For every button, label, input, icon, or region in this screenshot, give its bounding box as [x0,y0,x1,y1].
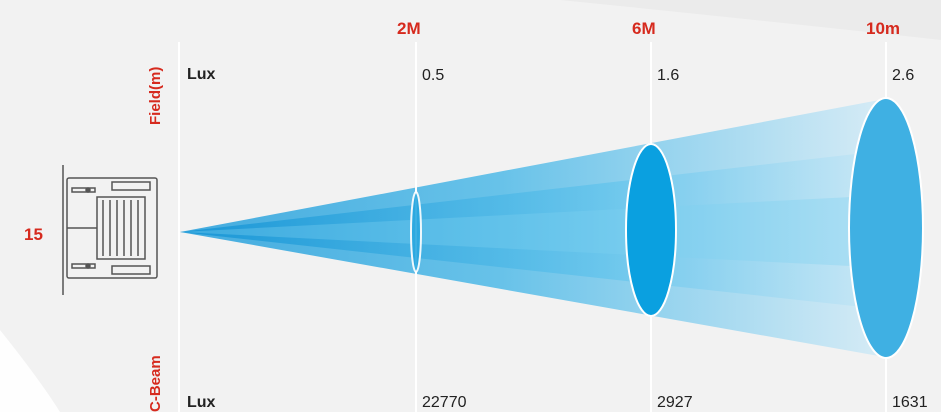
field-value-10m: 2.6 [892,67,914,84]
distance-label-10m: 10m [866,19,900,38]
beam-angle-label: 15 [24,225,43,244]
light-beam [180,98,890,358]
beam-axis-label: C-Beam [147,355,164,412]
field-axis-label: Field(m) [147,67,164,125]
field-row-label: Lux [187,66,216,83]
lux-value-10m: 1631 [892,394,928,411]
lux-value-2m: 22770 [422,394,467,411]
distance-label-2m: 2M [397,19,421,38]
beam-cross-sections [410,97,924,359]
fixture-icon [62,165,158,295]
cross-section-10m [848,97,924,359]
cross-section-6m [625,143,677,317]
distance-label-6m: 6M [632,19,656,38]
cross-section-2m [410,191,422,273]
field-value-2m: 0.5 [422,67,444,84]
field-value-6m: 1.6 [657,67,679,84]
lux-value-6m: 2927 [657,394,693,411]
lux-row-label: Lux [187,394,216,411]
